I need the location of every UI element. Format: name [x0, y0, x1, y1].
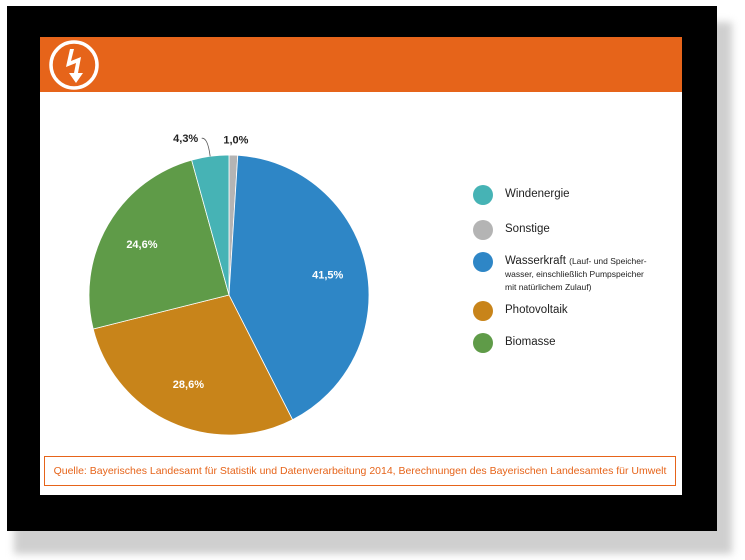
legend-label-photovoltaik: Photovoltaik	[505, 304, 568, 316]
source-note: Quelle: Bayerisches Landesamt für Statis…	[44, 456, 676, 486]
legend-swatch-windenergie	[473, 185, 493, 205]
header-bar	[40, 37, 682, 92]
legend-label-sonstige: Sonstige	[505, 223, 550, 235]
pie-chart: 1,0% 41,5% 28,6% 24,6% 4,3%	[88, 133, 370, 436]
data-label-biomasse: 24,6%	[126, 239, 157, 251]
legend-item-windenergie: Windenergie	[473, 185, 570, 205]
pie-slice-biomasse	[88, 159, 230, 330]
legend-swatch-biomasse	[473, 333, 493, 353]
legend-label-biomasse: Biomasse	[505, 336, 556, 348]
slide: 1,0% 41,5% 28,6% 24,6% 4,3% Windenergie Sons…	[40, 37, 682, 495]
legend-swatch-wasserkraft	[473, 252, 493, 272]
pie-slice-windenergie	[191, 154, 230, 296]
legend-label-windenergie: Windenergie	[505, 188, 570, 200]
pie-slice-photovoltaik	[92, 294, 294, 436]
lightning-bolt-icon	[49, 40, 99, 90]
legend-note-wasserkraft-1: (Lauf- und Speicher-	[569, 256, 647, 266]
legend-label-wasserkraft: Wasserkraft	[505, 255, 566, 267]
legend-label-wasserkraft-block: Wasserkraft (Lauf- und Speicher- wasser,…	[505, 252, 647, 294]
data-label-windenergie: 4,3%	[173, 133, 198, 145]
legend-note-wasserkraft-2: wasser, einschließlich Pumpspeicher	[505, 269, 644, 279]
legend-item-biomasse: Biomasse	[473, 333, 556, 353]
legend-item-wasserkraft: Wasserkraft (Lauf- und Speicher- wasser,…	[473, 252, 647, 294]
leader-line-windenergie	[201, 137, 211, 157]
legend-swatch-photovoltaik	[473, 301, 493, 321]
legend-swatch-sonstige	[473, 220, 493, 240]
pie-slice-wasserkraft	[228, 154, 370, 421]
data-label-sonstige: 1,0%	[223, 135, 248, 147]
legend-item-photovoltaik: Photovoltaik	[473, 301, 568, 321]
legend-item-sonstige: Sonstige	[473, 220, 550, 240]
legend-note-wasserkraft-3: mit natürlichem Zulauf)	[505, 282, 592, 292]
data-label-photovoltaik: 28,6%	[173, 379, 204, 391]
data-label-wasserkraft: 41,5%	[312, 270, 343, 282]
